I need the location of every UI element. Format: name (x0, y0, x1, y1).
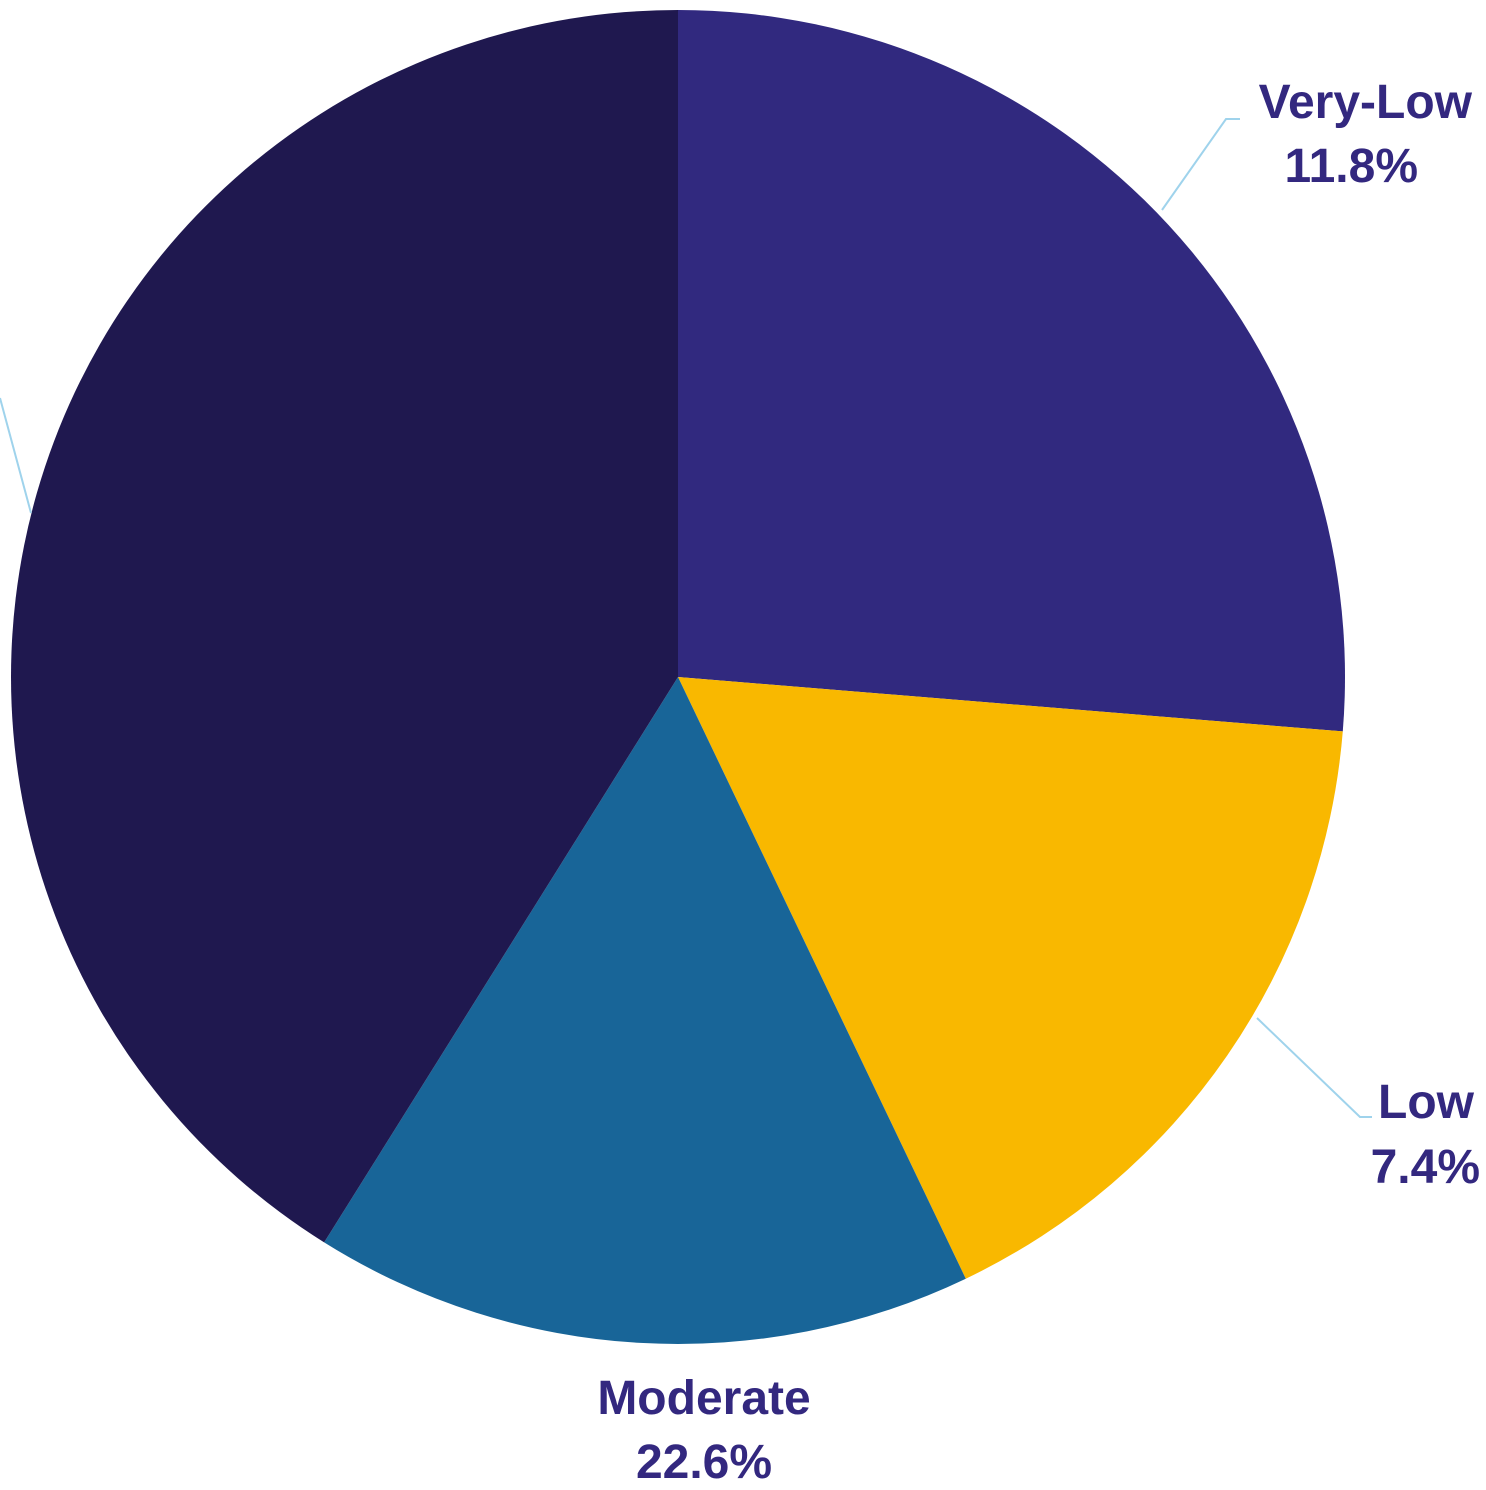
leader-line-low (1256, 1017, 1372, 1118)
pie-slice-moderate (324, 677, 966, 1344)
label-moderate-name: Moderate (597, 1372, 810, 1425)
pie-slices (11, 10, 1346, 1344)
label-very-low-name: Very-Low (1259, 76, 1473, 129)
slice-labels: Very-Low 11.8% Low 7.4% Moderate 22.6% (597, 76, 1480, 1489)
label-low-value: 7.4% (1371, 1141, 1480, 1194)
label-very-low-value: 11.8% (1285, 140, 1418, 193)
leader-line-unlabeled (0, 397, 32, 514)
pie-slice-low (678, 677, 1343, 1279)
label-moderate-value: 22.6% (636, 1436, 772, 1489)
leader-line-very-low (1161, 118, 1240, 211)
leader-lines (0, 118, 1372, 1118)
pie-slice-unlabeled (11, 10, 679, 1243)
label-low-name: Low (1378, 1076, 1475, 1129)
pie-slice-very-low (678, 10, 1346, 732)
